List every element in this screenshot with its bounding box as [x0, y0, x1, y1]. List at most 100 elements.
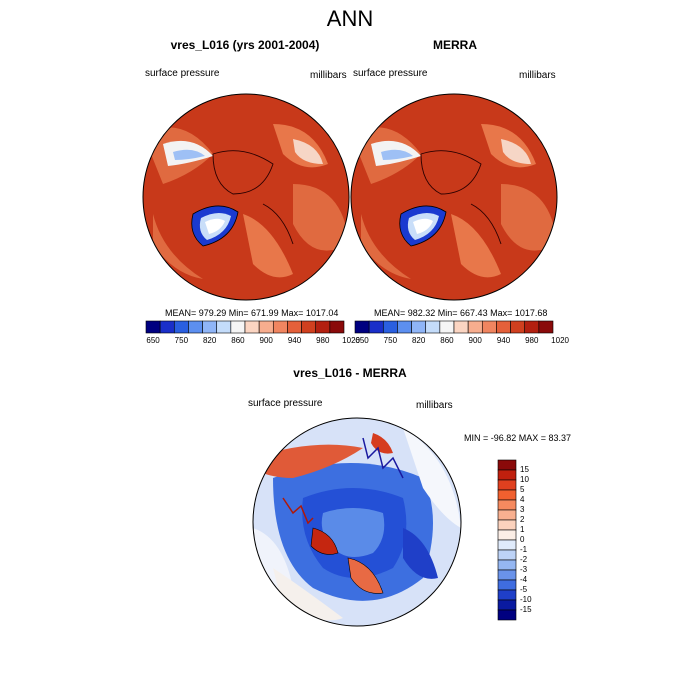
panel-1-title: vres_L016 (yrs 2001-2004) — [170, 38, 320, 52]
panel-2-variable-label: surface pressure — [353, 68, 428, 79]
colorbar-tick-label: -15 — [520, 605, 532, 614]
colorbar-swatch — [497, 509, 517, 521]
colorbar-tick-label: 5 — [520, 485, 525, 494]
colorbar-swatch — [301, 320, 317, 334]
colorbar-swatch — [287, 320, 302, 334]
panel-1-stats: MEAN= 979.29 Min= 671.99 Max= 1017.04 — [165, 308, 339, 318]
diff-panel-variable-label: surface pressure — [248, 398, 323, 409]
colorbar-swatch — [510, 320, 526, 334]
field-contour-region — [420, 150, 482, 195]
colorbar-swatch — [497, 479, 517, 491]
figure-title: ANN — [326, 6, 374, 31]
panel-2-title: MERRA — [433, 38, 477, 52]
colorbar-tick-label: 10 — [520, 475, 529, 484]
colorbar-swatch — [411, 320, 427, 334]
field-contour-region — [321, 508, 385, 557]
colorbar-tick-label: 860 — [231, 336, 245, 345]
colorbar-swatch — [453, 320, 469, 334]
colorbar-tick-label: -5 — [520, 585, 528, 594]
panel-1-colorbar — [145, 320, 345, 334]
colorbar-tick-label: -1 — [520, 545, 528, 554]
colorbar-swatch — [497, 459, 517, 471]
field-contour-region — [413, 218, 433, 234]
colorbar-swatch — [524, 320, 540, 334]
colorbar-swatch — [497, 499, 517, 511]
colorbar-swatch — [368, 320, 384, 334]
field-contour-region — [371, 433, 393, 454]
field-contour-region — [451, 214, 501, 278]
field-contour-region — [173, 149, 205, 160]
colorbar-swatch — [497, 519, 517, 531]
colorbar-swatch — [497, 539, 517, 551]
colorbar-tick-label: 820 — [202, 336, 217, 345]
field-contour-region — [501, 139, 531, 164]
panel-1-polar-map — [142, 93, 350, 301]
field-contour-region — [282, 497, 314, 525]
field-contour-region — [501, 184, 557, 251]
colorbar-tick-label: 1020 — [342, 336, 360, 345]
colorbar-tick-label: 980 — [316, 336, 330, 345]
field-contour-region — [381, 149, 413, 160]
colorbar-swatch — [497, 469, 517, 481]
colorbar-swatch — [497, 579, 517, 591]
field-contour-region — [403, 528, 438, 579]
field-contour-region — [243, 214, 293, 278]
colorbar-swatch — [496, 320, 511, 334]
panel-1-units-label: millibars — [310, 70, 347, 81]
colorbar-swatch — [230, 320, 246, 334]
field-contour-region — [403, 428, 461, 528]
colorbar-tick-label: 1 — [520, 525, 525, 534]
colorbar-swatch — [173, 320, 189, 334]
colorbar-swatch — [497, 569, 517, 581]
colorbar-swatch — [188, 320, 203, 334]
diff-panel-polar-map — [252, 417, 462, 627]
colorbar-swatch — [145, 320, 161, 334]
field-contour-region — [361, 214, 411, 279]
colorbar-tick-label: 980 — [525, 336, 539, 345]
diff-panel-units-label: millibars — [416, 400, 453, 411]
colorbar-swatch — [497, 549, 517, 561]
field-contour-region — [253, 444, 363, 478]
colorbar-tick-label: -4 — [520, 575, 528, 584]
field-contour-region — [212, 150, 274, 195]
colorbar-tick-label: 0 — [520, 535, 525, 544]
field-contour-region — [470, 203, 502, 245]
colorbar-tick-label: -10 — [520, 595, 532, 604]
colorbar-swatch — [481, 320, 497, 334]
panel-2-polar-map — [350, 93, 558, 301]
colorbar-tick-label: 940 — [496, 336, 511, 345]
colorbar-tick-label: 750 — [174, 336, 189, 345]
colorbar-tick-label: 860 — [440, 336, 454, 345]
colorbar-swatch — [497, 599, 517, 611]
map-boundary — [350, 93, 558, 301]
colorbar-tick-label: 15 — [520, 465, 529, 474]
colorbar-tick-label: 900 — [259, 336, 273, 345]
panel-2-stats: MEAN= 982.32 Min= 667.43 Max= 1017.68 — [374, 308, 548, 318]
field-contour-region — [347, 557, 384, 594]
colorbar-tick-label: 820 — [411, 336, 426, 345]
map-boundary — [252, 417, 462, 627]
field-contour-region — [310, 527, 339, 555]
colorbar-swatch — [497, 529, 517, 541]
colorbar-tick-label: 750 — [383, 336, 398, 345]
panel-1-variable-label: surface pressure — [145, 68, 220, 79]
colorbar-swatch — [272, 320, 288, 334]
colorbar-tick-label: 1020 — [551, 336, 569, 345]
colorbar-swatch — [315, 320, 331, 334]
colorbar-swatch — [425, 320, 441, 334]
colorbar-swatch — [497, 559, 517, 571]
colorbar-swatch — [439, 320, 455, 334]
colorbar-tick-label: 4 — [520, 495, 525, 504]
colorbar-swatch — [497, 609, 517, 621]
colorbar-tick-label: 650 — [146, 336, 160, 345]
field-contour-region — [262, 203, 294, 245]
diff-panel-colorbar — [497, 459, 517, 621]
field-contour-region — [293, 139, 323, 164]
map-boundary — [142, 93, 350, 301]
colorbar-swatch — [467, 320, 483, 334]
colorbar-swatch — [354, 320, 370, 334]
colorbar-swatch — [244, 320, 260, 334]
colorbar-swatch — [159, 320, 175, 334]
colorbar-tick-label: -2 — [520, 555, 528, 564]
colorbar-tick-label: 2 — [520, 515, 525, 524]
